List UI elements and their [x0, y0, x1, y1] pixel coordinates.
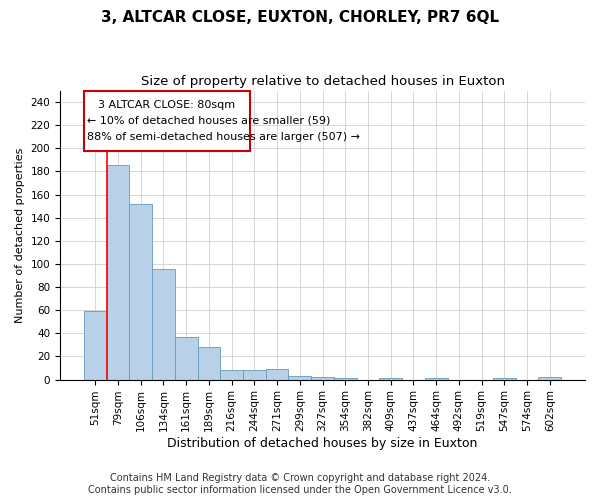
Text: Contains HM Land Registry data © Crown copyright and database right 2024.
Contai: Contains HM Land Registry data © Crown c…	[88, 474, 512, 495]
Text: 3, ALTCAR CLOSE, EUXTON, CHORLEY, PR7 6QL: 3, ALTCAR CLOSE, EUXTON, CHORLEY, PR7 6Q…	[101, 10, 499, 25]
X-axis label: Distribution of detached houses by size in Euxton: Distribution of detached houses by size …	[167, 437, 478, 450]
Bar	[289, 376, 311, 380]
Text: 88% of semi-detached houses are larger (507) →: 88% of semi-detached houses are larger (…	[87, 132, 360, 142]
Bar	[84, 90, 250, 150]
Text: 3 ALTCAR CLOSE: 80sqm: 3 ALTCAR CLOSE: 80sqm	[98, 100, 235, 110]
Y-axis label: Number of detached properties: Number of detached properties	[15, 148, 25, 323]
Bar	[175, 337, 197, 380]
Bar	[243, 370, 266, 380]
Bar	[197, 347, 220, 380]
Bar	[493, 378, 515, 380]
Bar	[130, 204, 152, 380]
Bar	[152, 268, 175, 380]
Bar	[220, 370, 243, 380]
Text: ← 10% of detached houses are smaller (59): ← 10% of detached houses are smaller (59…	[87, 116, 331, 126]
Bar	[379, 378, 402, 380]
Bar	[266, 369, 289, 380]
Bar	[107, 164, 130, 380]
Bar	[425, 378, 448, 380]
Bar	[334, 378, 356, 380]
Bar	[84, 312, 107, 380]
Title: Size of property relative to detached houses in Euxton: Size of property relative to detached ho…	[140, 75, 505, 88]
Bar	[538, 378, 561, 380]
Bar	[311, 378, 334, 380]
